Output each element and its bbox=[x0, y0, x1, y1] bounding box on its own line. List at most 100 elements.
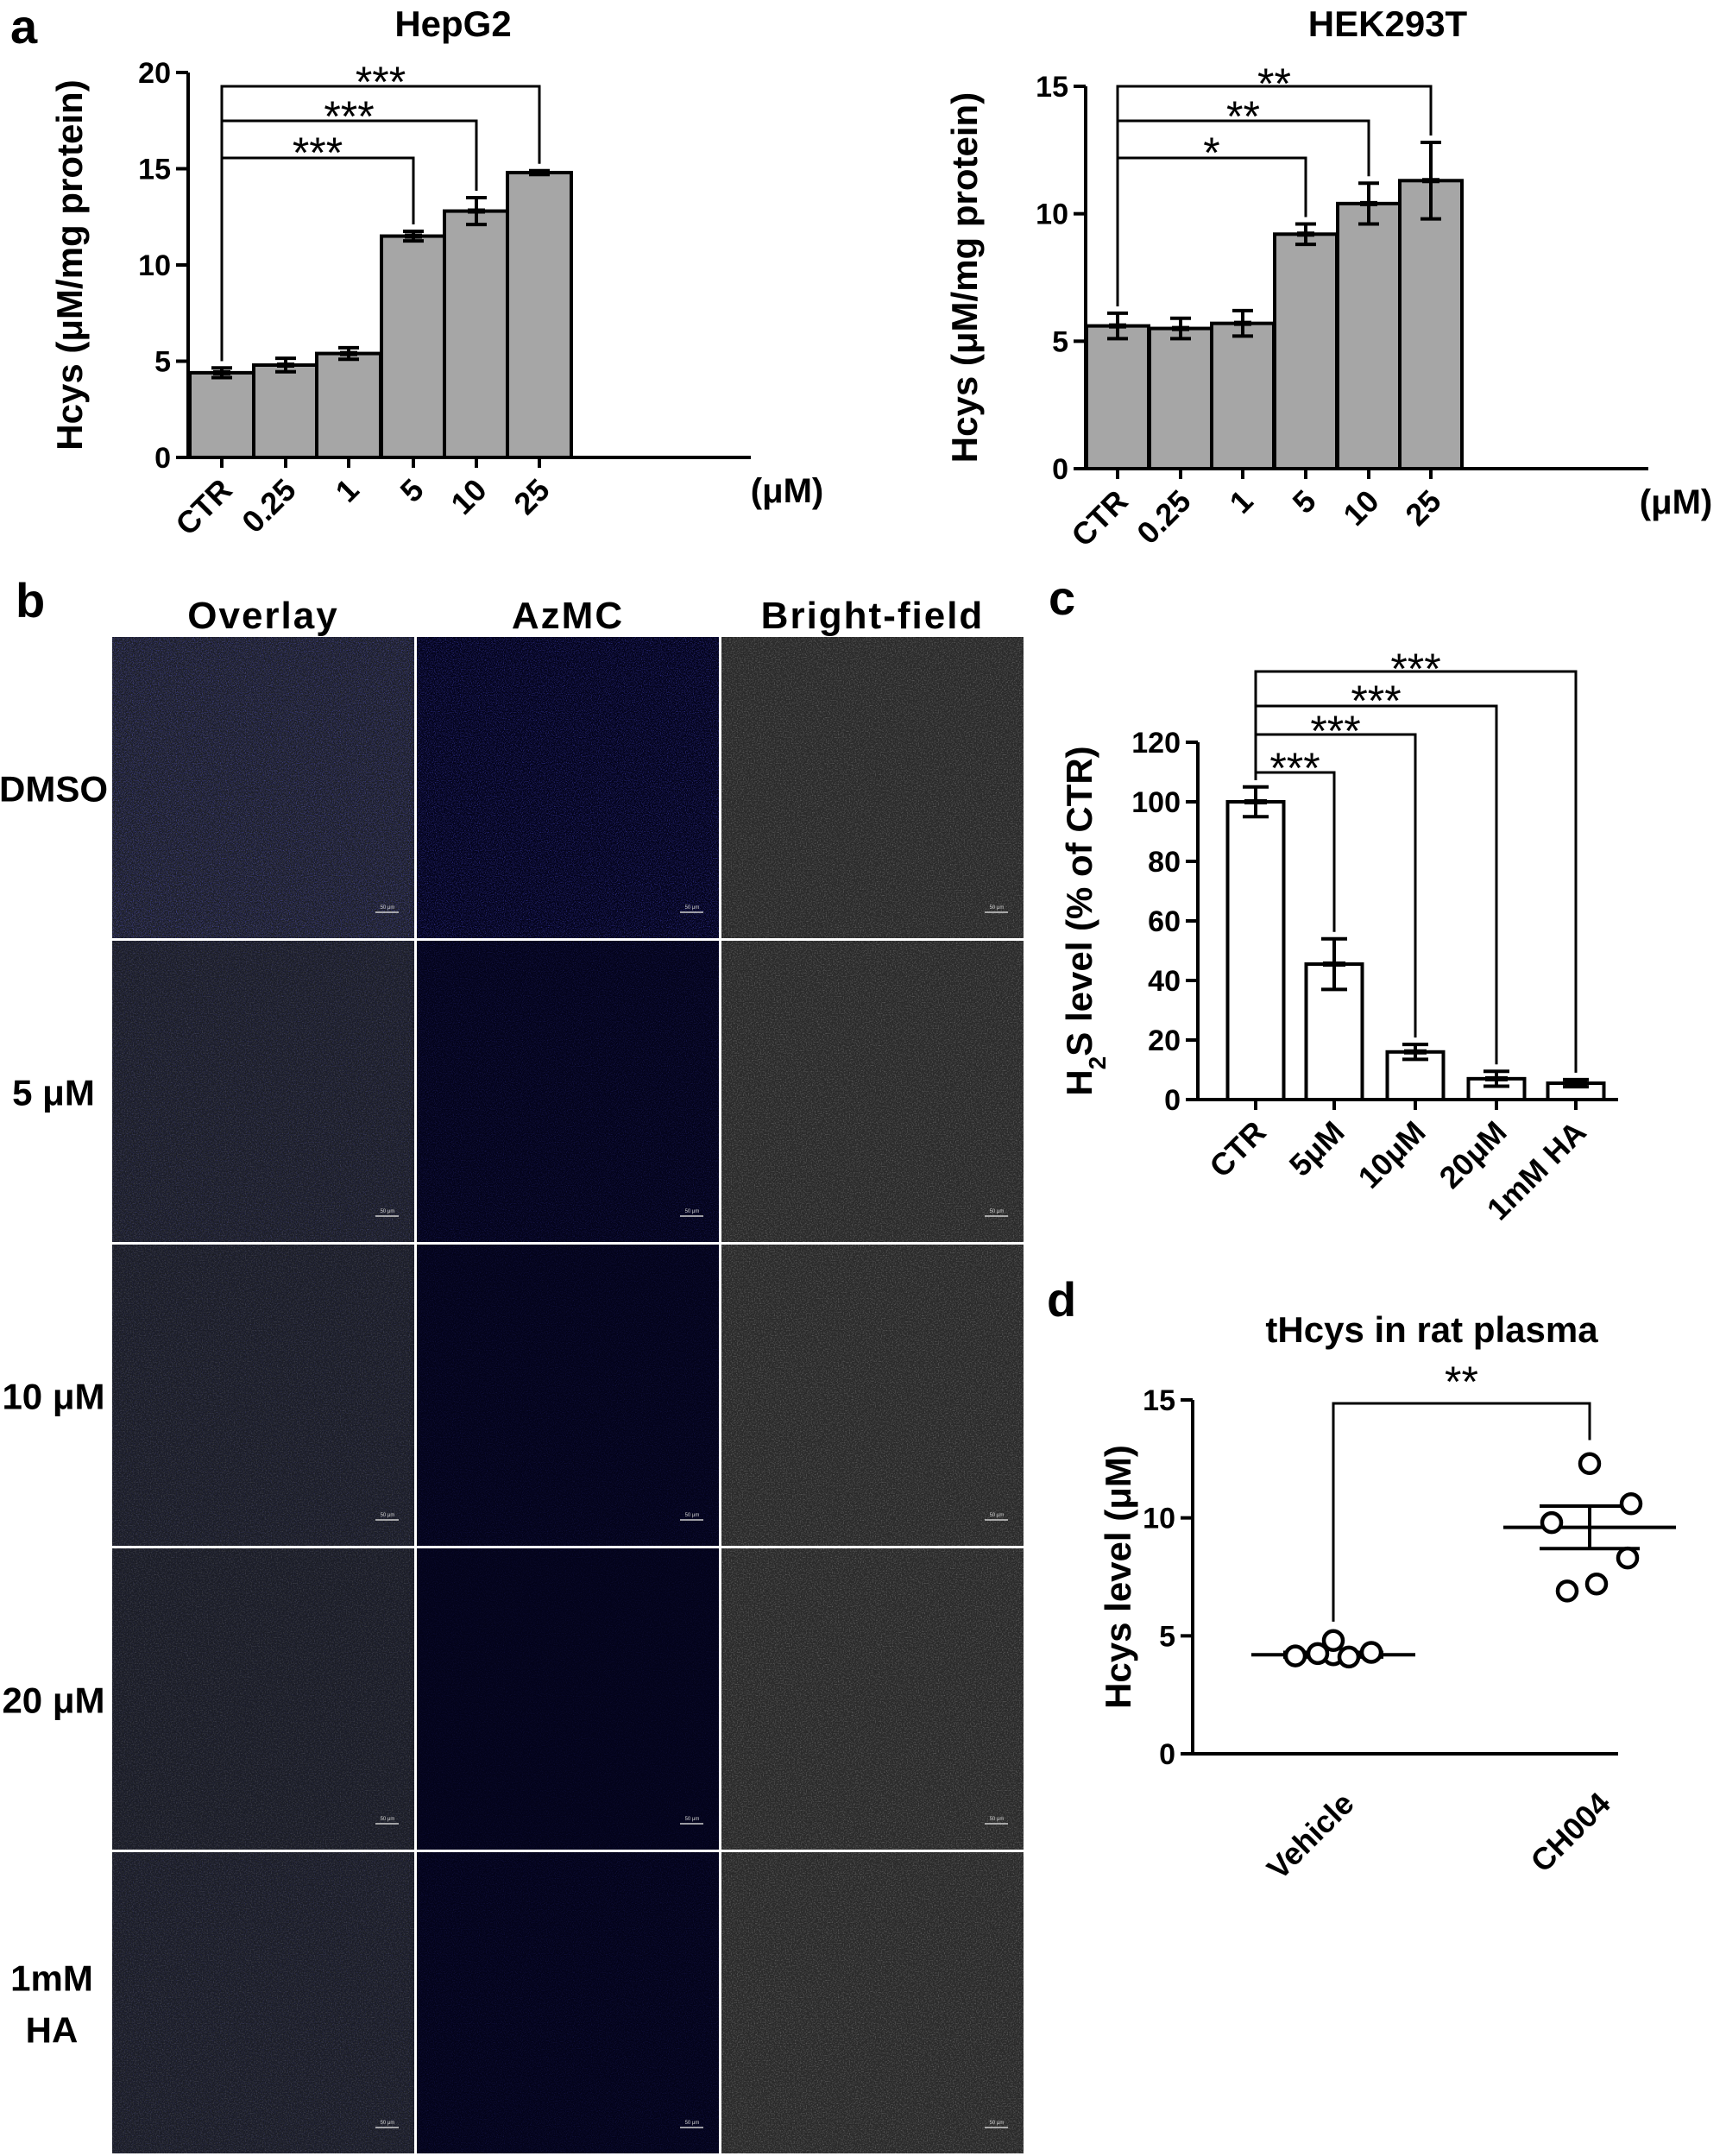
y-tick-label: 5 bbox=[1052, 325, 1068, 358]
chart-title: tHcys in rat plasma bbox=[1265, 1309, 1598, 1350]
significance-label: * bbox=[1203, 129, 1219, 177]
significance-bracket bbox=[1254, 670, 1578, 1073]
cell-texture bbox=[721, 1852, 1024, 2153]
scale-bar-label: 50 μm bbox=[990, 1209, 1005, 1214]
scale-bar-label: 50 μm bbox=[381, 1817, 395, 1822]
unit-label: (μM) bbox=[751, 472, 823, 510]
scale-bar-label: 50 μm bbox=[990, 1513, 1005, 1518]
micrograph-bright-field-dmso: 50 μm bbox=[721, 637, 1024, 938]
chart-hepg2: HepG2 Hcys (μM/mg protein) 0 5 10 15 20 CTR0.25… bbox=[49, 3, 823, 542]
x-tick-label: 0.25 bbox=[235, 472, 303, 540]
data-point bbox=[1321, 1629, 1345, 1653]
bar bbox=[1398, 179, 1464, 470]
bar bbox=[1273, 232, 1339, 470]
chart-h2s-level: H2S level (% of CTR) 0 20 40 60 80 100 120 CTR 5μ… bbox=[1059, 645, 1618, 1227]
scale-bar-label: 50 μm bbox=[990, 905, 1005, 911]
y-axis-title: Hcys (μM/mg protein) bbox=[49, 79, 90, 450]
scale-bar-label: 50 μm bbox=[685, 905, 700, 911]
data-point bbox=[1584, 1572, 1609, 1596]
y-tick-label: 60 bbox=[1148, 905, 1181, 938]
y-tick-label: 10 bbox=[1143, 1503, 1175, 1535]
y-tick-label: 0 bbox=[154, 442, 171, 475]
y-axis-title: H2S level (% of CTR) bbox=[1059, 746, 1111, 1095]
micrograph-overlay-10um: 50 μm bbox=[112, 1245, 414, 1546]
y-tick-label: 0 bbox=[1159, 1738, 1175, 1771]
significance-label: ** bbox=[1226, 92, 1260, 141]
bar bbox=[188, 370, 255, 460]
significance-bracket bbox=[220, 85, 541, 362]
bar bbox=[1225, 800, 1286, 1101]
fluorescence-signal bbox=[417, 637, 719, 938]
y-tick-label: 10 bbox=[138, 249, 171, 282]
x-tick-label: 0.25 bbox=[1130, 483, 1198, 552]
bar bbox=[1336, 201, 1402, 470]
row-label-20um: 20 μM bbox=[2, 1680, 104, 1721]
x-tick-label: CTR bbox=[168, 472, 238, 542]
panel-letter-b: b bbox=[16, 573, 45, 627]
bar bbox=[315, 351, 382, 459]
scale-bar-label: 50 μm bbox=[990, 2121, 1005, 2126]
scale-bar-label: 50 μm bbox=[381, 2121, 395, 2126]
data-point bbox=[1619, 1492, 1643, 1516]
bar bbox=[380, 234, 447, 459]
panel-letter-a: a bbox=[10, 0, 38, 54]
bar bbox=[1148, 326, 1213, 471]
microscopy-grid: Overlay AzMC Bright-field DMSO 50 μm 50 μm 50 … bbox=[0, 595, 1024, 2153]
significance-label: *** bbox=[1390, 645, 1440, 693]
row-label-5um: 5 μM bbox=[12, 1073, 95, 1113]
cell-texture bbox=[721, 941, 1024, 1242]
data-point bbox=[1616, 1546, 1640, 1570]
micrograph-bright-field-5um: 50 μm bbox=[721, 941, 1024, 1242]
column-label-azmc: AzMC bbox=[512, 595, 624, 637]
x-tick-label: 25 bbox=[507, 472, 556, 521]
y-tick-label: 20 bbox=[138, 57, 171, 90]
y-tick-label: 20 bbox=[1148, 1024, 1181, 1057]
significance-label: *** bbox=[1269, 744, 1320, 792]
bar bbox=[252, 362, 319, 459]
y-axis-title: Hcys level (μM) bbox=[1098, 1445, 1138, 1709]
micrograph-azmc-dmso: 50 μm bbox=[417, 637, 719, 938]
column-label-overlay: Overlay bbox=[187, 595, 338, 637]
y-tick-label: 40 bbox=[1148, 965, 1181, 998]
x-tick-label: 10μM bbox=[1351, 1114, 1433, 1195]
scale-bar-label: 50 μm bbox=[381, 1513, 395, 1518]
y-axis-title: Hcys (μM/mg protein) bbox=[944, 92, 985, 463]
micrograph-azmc-20um: 50 μm bbox=[417, 1548, 719, 1850]
significance-label: *** bbox=[1351, 677, 1401, 725]
unit-label: (μM) bbox=[1640, 483, 1712, 521]
y-tick-label: 15 bbox=[138, 154, 171, 186]
fluorescence-signal bbox=[417, 1245, 719, 1546]
fluorescence-signal bbox=[112, 941, 414, 1242]
bar bbox=[1210, 321, 1276, 470]
fluorescence-signal bbox=[417, 1548, 719, 1850]
row-label-1mm-ha: 1mM bbox=[10, 1958, 93, 1999]
panel-letter-d: d bbox=[1047, 1272, 1076, 1327]
x-tick-label: 5 bbox=[394, 472, 431, 509]
x-tick-label: 5 bbox=[1286, 483, 1323, 520]
scale-bar-label: 50 μm bbox=[990, 1817, 1005, 1822]
x-tick-label: 10 bbox=[444, 472, 493, 521]
y-tick-label: 0 bbox=[1052, 453, 1068, 486]
micrograph-overlay-5um: 50 μm bbox=[112, 941, 414, 1242]
x-tick-label: CH004 bbox=[1523, 1786, 1616, 1879]
fluorescence-signal bbox=[112, 1548, 414, 1850]
bar bbox=[443, 209, 510, 459]
fluorescence-signal bbox=[417, 941, 719, 1242]
data-point bbox=[1555, 1579, 1579, 1603]
fluorescence-signal bbox=[112, 1852, 414, 2153]
y-tick-label: 5 bbox=[1159, 1620, 1175, 1653]
significance-label: ** bbox=[1445, 1358, 1478, 1406]
scale-bar-label: 50 μm bbox=[381, 905, 395, 911]
row-label-1mm-ha: HA bbox=[26, 2010, 79, 2051]
significance-bracket bbox=[1116, 85, 1433, 306]
panel-letter-c: c bbox=[1049, 571, 1075, 625]
micrograph-azmc-5um: 50 μm bbox=[417, 941, 719, 1242]
y-tick-label: 5 bbox=[154, 346, 171, 379]
x-tick-label: 5μM bbox=[1282, 1114, 1351, 1183]
data-point bbox=[1540, 1510, 1564, 1535]
scale-bar-label: 50 μm bbox=[381, 1209, 395, 1214]
chart-title: HepG2 bbox=[394, 3, 511, 44]
bar bbox=[506, 170, 573, 460]
y-tick-label: 10 bbox=[1036, 199, 1068, 231]
